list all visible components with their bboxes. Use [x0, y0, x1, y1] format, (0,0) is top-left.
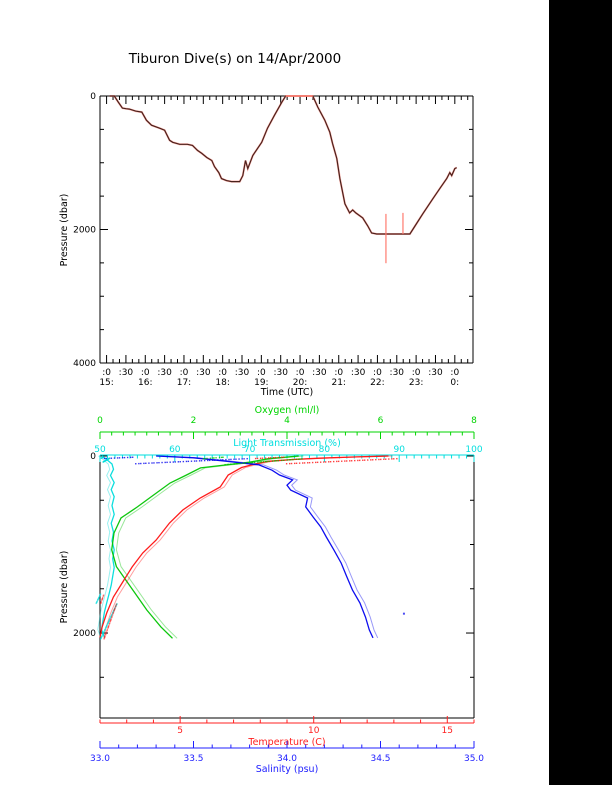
svg-text:33.5: 33.5 — [183, 754, 203, 764]
svg-text::0: :0 — [373, 368, 382, 378]
svg-text:4: 4 — [284, 416, 290, 426]
svg-text:2000: 2000 — [73, 226, 96, 236]
svg-text::30: :30 — [351, 368, 366, 378]
svg-text:33.0: 33.0 — [90, 754, 110, 764]
salinity-axis-label: Salinity (psu) — [256, 764, 319, 775]
svg-text:50: 50 — [94, 445, 106, 455]
svg-text:15:: 15: — [99, 378, 113, 388]
dive-plots-canvas: Tiburon Dive(s) on 14/Apr/2000 Time (UTC… — [59, 51, 484, 775]
svg-text::30: :30 — [428, 368, 443, 378]
svg-text:21:: 21: — [331, 378, 345, 388]
svg-text::0: :0 — [296, 368, 305, 378]
svg-text::0: :0 — [334, 368, 343, 378]
svg-text:0: 0 — [90, 452, 96, 462]
bottom-yaxis-label: Pressure (dbar) — [59, 551, 70, 624]
svg-text::30: :30 — [196, 368, 211, 378]
top-chart: 0 2000 4000 :0 :30 :0 :30 :0 :30 :0 :30 :0 :30 :0 :30:… — [73, 92, 474, 388]
svg-text::0: :0 — [412, 368, 421, 378]
svg-text:8: 8 — [471, 416, 477, 426]
svg-text:6: 6 — [378, 416, 384, 426]
svg-text:17:: 17: — [177, 378, 191, 388]
svg-text:80: 80 — [319, 445, 331, 455]
top-xaxis-label: Time (UTC) — [260, 387, 314, 398]
svg-text:16:: 16: — [138, 378, 152, 388]
svg-text:0: 0 — [90, 92, 96, 102]
svg-text:100: 100 — [465, 445, 482, 455]
svg-text:90: 90 — [393, 445, 405, 455]
svg-text:18:: 18: — [215, 378, 229, 388]
svg-text:60: 60 — [169, 445, 181, 455]
svg-text:34.5: 34.5 — [370, 754, 390, 764]
svg-text:15: 15 — [442, 726, 453, 736]
svg-text:23:: 23: — [409, 378, 423, 388]
svg-text::30: :30 — [119, 368, 134, 378]
svg-text:0:: 0: — [450, 378, 459, 388]
svg-text:2000: 2000 — [73, 629, 96, 639]
svg-text::0: :0 — [218, 368, 227, 378]
svg-text:5: 5 — [177, 726, 183, 736]
svg-text::0: :0 — [257, 368, 266, 378]
svg-text::0: :0 — [450, 368, 459, 378]
svg-text::30: :30 — [390, 368, 405, 378]
svg-text::0: :0 — [102, 368, 111, 378]
svg-text::30: :30 — [273, 368, 288, 378]
svg-text:19:: 19: — [254, 378, 268, 388]
bottom-chart: 0 2000 0 2 4 6 8 50 60 70 80 90 100 5 10 15 33.0 33.5 34.0… — [73, 416, 484, 764]
page-title: Tiburon Dive(s) on 14/Apr/2000 — [128, 51, 341, 67]
svg-text:70: 70 — [244, 445, 256, 455]
svg-text::30: :30 — [157, 368, 172, 378]
light-transmission-axis-label: Light Transmission (%) — [233, 438, 341, 449]
svg-text:35.0: 35.0 — [464, 754, 484, 764]
svg-text::30: :30 — [312, 368, 327, 378]
svg-text:22:: 22: — [370, 378, 384, 388]
svg-text::0: :0 — [180, 368, 189, 378]
svg-text::30: :30 — [235, 368, 250, 378]
svg-text:4000: 4000 — [73, 359, 96, 369]
svg-text:0: 0 — [97, 416, 103, 426]
svg-text:2: 2 — [191, 416, 197, 426]
svg-text:34.0: 34.0 — [277, 754, 297, 764]
svg-text:20:: 20: — [293, 378, 307, 388]
top-yaxis-label: Pressure (dbar) — [59, 194, 70, 267]
svg-text:10: 10 — [308, 726, 320, 736]
svg-text::0: :0 — [141, 368, 150, 378]
oxygen-axis-label: Oxygen (ml/l) — [255, 405, 320, 416]
window-right-filler — [549, 0, 612, 785]
